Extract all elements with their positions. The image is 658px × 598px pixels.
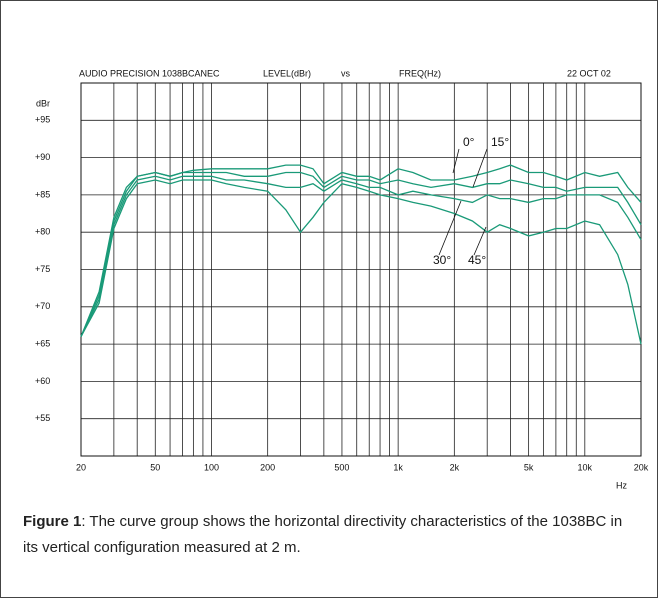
- x-axis-label: Hz: [616, 480, 627, 490]
- y-tick-label: +90: [35, 152, 50, 162]
- y-tick-label: +95: [35, 115, 50, 125]
- series-label: 0°: [463, 135, 475, 149]
- caption-text: : The curve group shows the horizontal d…: [23, 513, 623, 556]
- y-tick-label: +70: [35, 301, 50, 311]
- series-line: [80, 164, 642, 337]
- x-tick-label: 500: [334, 462, 349, 472]
- chart: AUDIO PRECISION 1038BCANEC LEVEL(dBr) vs FR…: [35, 68, 649, 490]
- x-tick-label: 1k: [393, 462, 403, 472]
- y-tick-label: +60: [35, 376, 50, 386]
- x-tick-label: 2k: [450, 462, 460, 472]
- leader-line: [438, 200, 462, 256]
- x-tick-label: 100: [204, 462, 219, 472]
- x-tick-label: 20k: [634, 462, 649, 472]
- y-tick-label: +65: [35, 338, 50, 348]
- series-label: 45°: [468, 253, 486, 267]
- leader-line: [472, 148, 488, 188]
- plot-frame: [80, 82, 642, 457]
- caption: Figure 1: The curve group shows the hori…: [23, 509, 623, 561]
- y-tick-label: +55: [35, 413, 50, 423]
- leader-line: [452, 148, 460, 174]
- series-label: 30°: [433, 253, 451, 267]
- caption-label: Figure 1: [23, 513, 82, 530]
- header-text: AUDIO PRECISION 1038BCANEC: [79, 68, 220, 78]
- x-tick-label: 50: [150, 462, 160, 472]
- header-text: FREQ(Hz): [399, 68, 441, 78]
- header-text: 22 OCT 02: [567, 68, 611, 78]
- header-text: LEVEL(dBr): [263, 68, 311, 78]
- series-label: 15°: [491, 135, 509, 149]
- x-tick-label: 10k: [578, 462, 593, 472]
- leader-line: [473, 226, 487, 256]
- header-text: vs: [341, 68, 351, 78]
- x-tick-label: 5k: [524, 462, 534, 472]
- y-tick-label: +85: [35, 189, 50, 199]
- series-line: [80, 171, 642, 337]
- series-line: [80, 175, 642, 337]
- x-tick-label: 20: [76, 462, 86, 472]
- y-tick-label: +75: [35, 264, 50, 274]
- y-tick-label: +80: [35, 227, 50, 237]
- x-tick-label: 200: [260, 462, 275, 472]
- series-line: [80, 179, 642, 345]
- y-axis-label: dBr: [36, 98, 50, 108]
